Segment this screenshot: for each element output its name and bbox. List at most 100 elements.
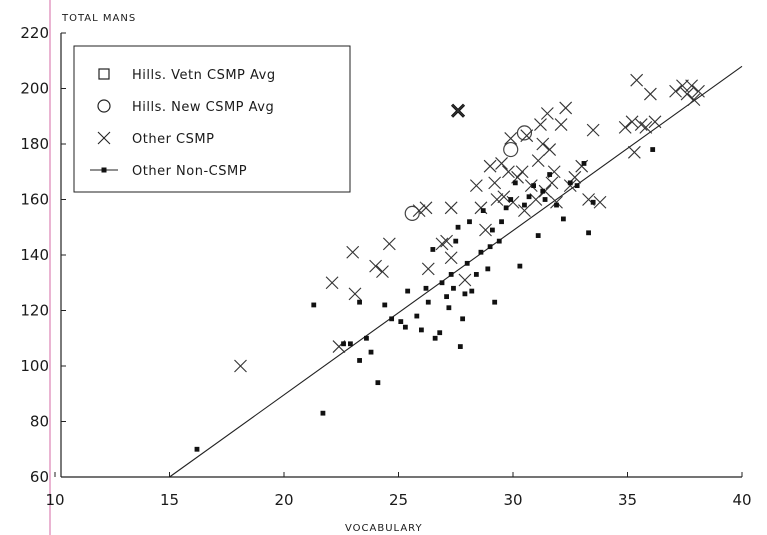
csmp-x-point xyxy=(593,195,607,209)
x-marker-stroke xyxy=(444,201,458,215)
x-marker-stroke xyxy=(412,204,426,217)
legend-dot-line-icon xyxy=(90,167,118,173)
csmp-x-point xyxy=(234,359,247,373)
x-marker-stroke xyxy=(545,176,559,190)
non-csmp-point xyxy=(531,183,537,189)
x-marker-stroke xyxy=(531,154,545,168)
csmp-x-point xyxy=(444,201,458,215)
non-csmp-point xyxy=(469,288,475,294)
non-csmp-point xyxy=(503,205,509,211)
x-marker-stroke xyxy=(634,118,648,131)
legend-label: Hills. Vetn CSMP Avg xyxy=(132,68,276,83)
x-marker-stroke xyxy=(627,145,641,159)
x-marker-stroke xyxy=(488,176,502,190)
x-marker-stroke xyxy=(483,159,497,173)
y-tick-label: 220 xyxy=(20,24,49,42)
non-csmp-point xyxy=(439,280,445,286)
y-tick-label: 60 xyxy=(30,468,49,486)
chart-axes xyxy=(49,0,743,535)
non-csmp-point xyxy=(650,147,656,152)
non-csmp-point xyxy=(382,302,388,308)
csmp-x-point xyxy=(627,145,641,159)
x-marker-stroke xyxy=(376,265,389,279)
non-csmp-point xyxy=(547,172,553,177)
x-marker-stroke xyxy=(676,79,689,93)
csmp-x-point xyxy=(543,143,557,156)
x-marker-stroke xyxy=(685,79,699,93)
x-marker-stroke xyxy=(586,123,600,137)
csmp-x-point xyxy=(534,118,547,131)
x-marker-stroke xyxy=(536,137,550,151)
non-csmp-point xyxy=(446,305,452,311)
x-marker-stroke xyxy=(479,223,492,237)
csmp-x-point xyxy=(634,118,648,131)
non-csmp-point xyxy=(492,299,498,305)
non-csmp-point xyxy=(467,219,472,225)
y-tick-label: 120 xyxy=(20,302,49,320)
y-tick-label: 100 xyxy=(20,357,49,375)
csmp-x-point xyxy=(376,265,389,279)
non-csmp-point xyxy=(508,197,514,202)
csmp-x-point xyxy=(518,204,531,217)
csmp-x-point xyxy=(440,234,453,248)
x-marker-stroke xyxy=(559,101,573,115)
chart-legend: Hills. Vetn CSMP Avg Hills. New CSMP Avg O… xyxy=(73,45,351,193)
csmp-x-point xyxy=(692,84,705,98)
legend-circle-icon xyxy=(97,99,111,113)
x-marker-stroke xyxy=(506,195,520,209)
x-tick-label: 20 xyxy=(274,491,293,509)
legend-x-icon xyxy=(97,131,111,145)
x-marker-stroke xyxy=(543,143,557,156)
x-marker-stroke xyxy=(687,93,701,106)
x-tick-label: 40 xyxy=(732,491,751,509)
non-csmp-point xyxy=(368,349,374,355)
csmp-x-point xyxy=(529,193,543,206)
x-marker-stroke xyxy=(234,359,247,373)
legend-square-icon xyxy=(98,68,110,80)
x-marker-stroke xyxy=(639,120,653,134)
csmp-x-point xyxy=(444,251,458,265)
csmp-x-point xyxy=(488,176,502,190)
non-csmp-point xyxy=(487,244,493,250)
legend-label: Hills. New CSMP Avg xyxy=(132,100,274,115)
non-csmp-point xyxy=(590,199,596,205)
non-csmp-point xyxy=(478,249,484,255)
csmp-x-point xyxy=(625,115,639,129)
regression-line xyxy=(169,65,743,478)
x-marker-stroke xyxy=(440,234,453,248)
points-layer xyxy=(194,73,705,452)
x-marker-stroke xyxy=(419,201,433,215)
non-csmp-point xyxy=(432,335,438,341)
x-marker-stroke xyxy=(529,193,543,206)
non-csmp-point xyxy=(311,302,317,308)
csmp-x-point xyxy=(630,73,644,87)
x-marker-stroke xyxy=(554,118,568,131)
csmp-x-point xyxy=(550,195,563,209)
non-csmp-point xyxy=(341,341,346,347)
non-csmp-point xyxy=(499,219,504,225)
legend-box xyxy=(73,45,351,193)
non-csmp-point xyxy=(496,238,502,244)
x-axis-title: VOCABULARY xyxy=(345,523,423,534)
non-csmp-point xyxy=(512,180,518,186)
non-csmp-point xyxy=(542,197,548,202)
csmp-x-point xyxy=(369,259,382,273)
non-csmp-point xyxy=(535,233,541,238)
csmp-x-point xyxy=(490,193,504,206)
non-csmp-point xyxy=(473,272,479,277)
csmp-x-point xyxy=(685,79,699,93)
csmp-x-point xyxy=(536,137,550,151)
x-marker-stroke xyxy=(680,87,694,101)
csmp-x-point xyxy=(648,115,662,129)
csmp-x-point xyxy=(421,262,435,276)
non-csmp-point xyxy=(398,319,404,324)
x-marker-stroke xyxy=(563,179,577,193)
x-marker-stroke xyxy=(618,120,632,134)
non-csmp-point xyxy=(540,188,546,194)
non-csmp-point xyxy=(464,260,470,266)
non-csmp-point xyxy=(489,227,495,233)
y-axis-title: TOTAL MANS xyxy=(61,13,136,24)
x-marker-stroke xyxy=(669,84,682,98)
csmp-x-point xyxy=(644,87,657,101)
non-csmp-point xyxy=(405,288,411,294)
